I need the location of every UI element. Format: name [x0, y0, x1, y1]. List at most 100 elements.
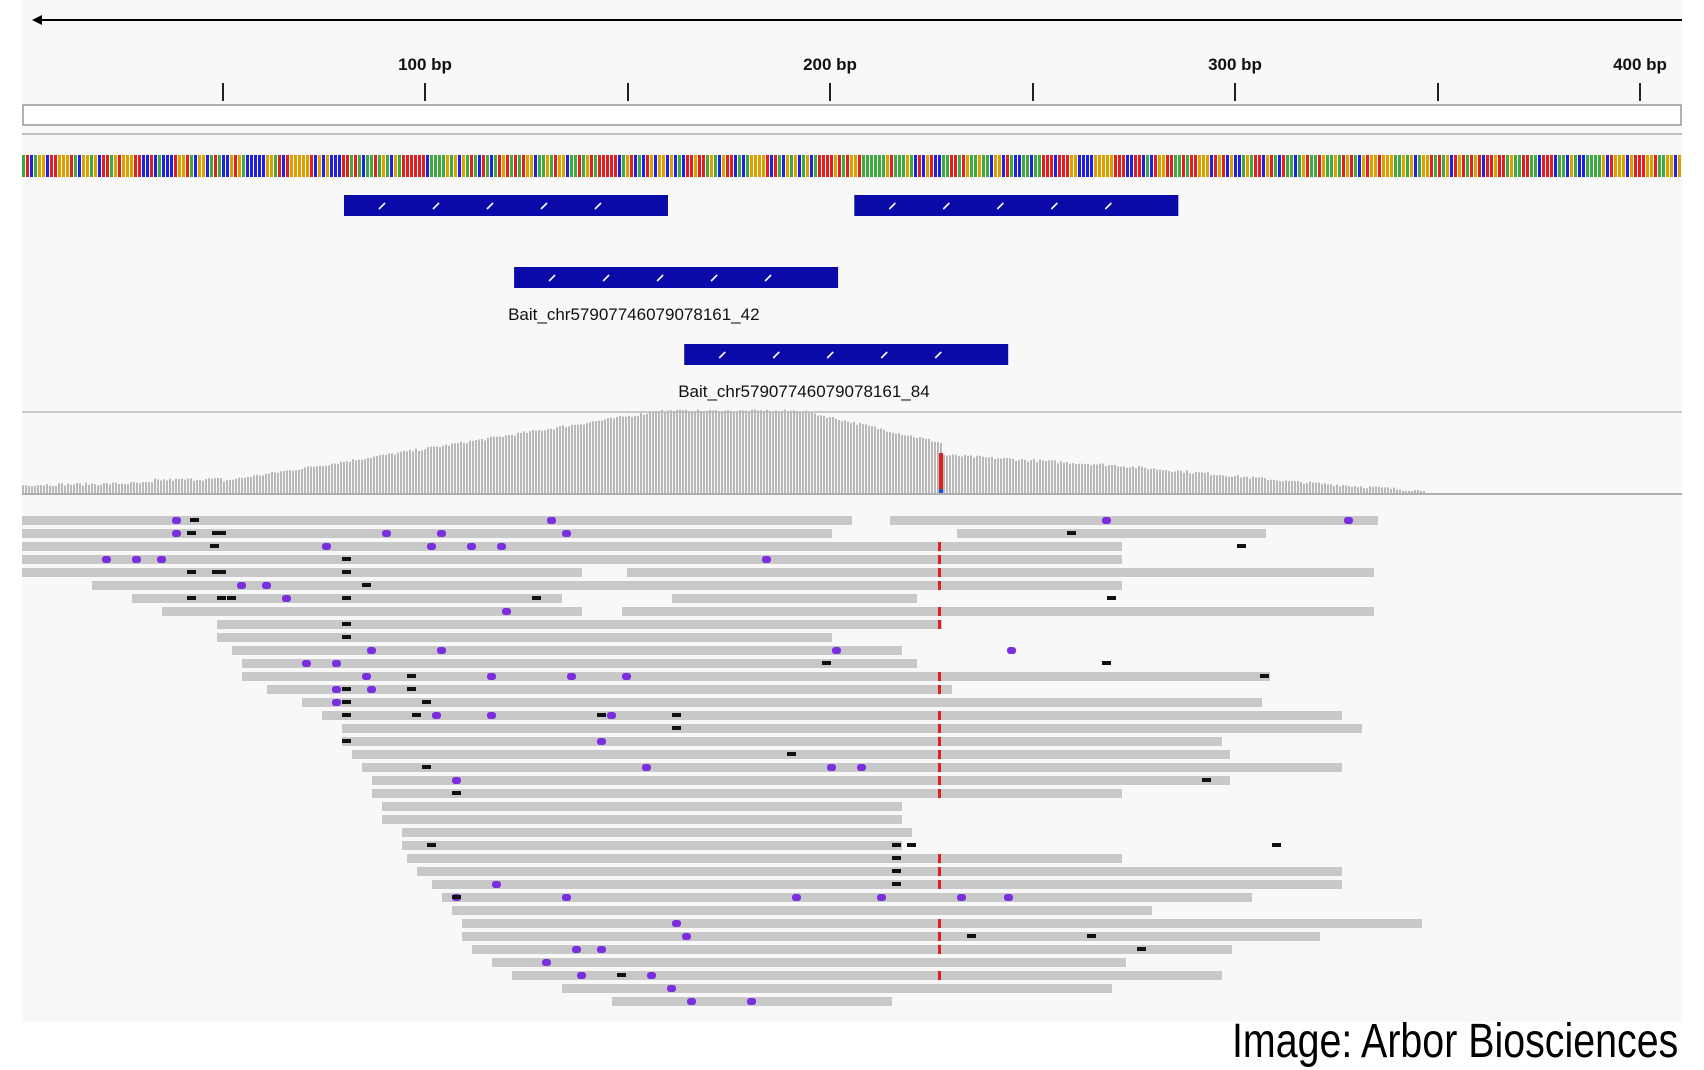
bait-feature-track[interactable] [344, 195, 1179, 365]
sequence-base [754, 155, 757, 177]
coverage-track[interactable] [22, 409, 1682, 495]
sequence-base [854, 155, 857, 177]
coverage-bar [148, 482, 150, 493]
coverage-bar [1279, 481, 1281, 493]
bait-feature[interactable] [514, 267, 839, 288]
coverage-bar [724, 410, 726, 493]
bait-feature[interactable] [854, 195, 1179, 216]
sequence-base [954, 155, 957, 177]
mismatch-base [792, 894, 801, 901]
coverage-bar [1405, 490, 1407, 493]
coverage-bar [529, 431, 531, 493]
coverage-bar [1318, 482, 1320, 493]
sequence-base [1418, 155, 1421, 177]
variant-mismatch [938, 568, 941, 577]
sequence-base [782, 155, 785, 177]
browser-canvas[interactable] [22, 0, 1682, 1022]
sequence-base [594, 155, 597, 177]
mismatch-base [1004, 894, 1013, 901]
coverage-bar [1249, 478, 1251, 493]
sequence-base [142, 155, 145, 177]
coverage-bar [787, 411, 789, 493]
coverage-bar [340, 461, 342, 493]
aligned-read [132, 594, 917, 603]
coverage-bar [1174, 471, 1176, 493]
ruler-tick-label: 200 bp [803, 55, 857, 74]
variant-mismatch [938, 932, 941, 941]
coverage-bar [1177, 470, 1179, 493]
coverage-bar [553, 429, 555, 493]
insertion-marker [342, 622, 351, 626]
coverage-bar [1243, 476, 1245, 493]
coverage-bar [412, 451, 414, 493]
sequence-base [1274, 155, 1277, 177]
alignment-track[interactable] [22, 516, 1422, 1006]
coverage-bar [1291, 481, 1293, 493]
coverage-bar [466, 443, 468, 493]
coverage-bar [802, 411, 804, 493]
coverage-bar [157, 479, 159, 493]
variant-mismatch [938, 880, 941, 889]
insertion-marker [1102, 661, 1111, 665]
aligned-read [242, 659, 917, 668]
sequence-base [550, 155, 553, 177]
coverage-bar [1282, 481, 1284, 493]
sequence-base [210, 155, 213, 177]
coverage-bar [586, 423, 588, 493]
sequence-base [430, 155, 433, 177]
sequence-base [1586, 155, 1589, 177]
sequence-base [102, 155, 105, 177]
coverage-bar [763, 412, 765, 493]
bait-feature[interactable] [344, 195, 668, 216]
coverage-bar [1198, 472, 1200, 493]
coverage-bar [853, 421, 855, 493]
coverage-bar [1057, 463, 1059, 493]
mismatch-base [172, 530, 181, 537]
coverage-bar [235, 478, 237, 493]
sequence-base [394, 155, 397, 177]
coverage-bar [799, 411, 801, 493]
sequence-base [1454, 155, 1457, 177]
sequence-base [1054, 155, 1057, 177]
coverage-bar [571, 424, 573, 493]
sequence-base [806, 155, 809, 177]
sequence-base [642, 155, 645, 177]
sequence-base [1426, 155, 1429, 177]
coverage-bar [628, 415, 630, 493]
aligned-read [372, 776, 1230, 785]
strand-arrow-icon [888, 202, 896, 210]
insertion-marker [217, 570, 226, 574]
coverage-bar [163, 479, 165, 493]
sequence-base [950, 155, 953, 177]
coverage-bar [64, 485, 66, 493]
sequence-base [218, 155, 221, 177]
sequence-base [246, 155, 249, 177]
sequence-base [1558, 155, 1561, 177]
sequence-base [690, 155, 693, 177]
aligned-read [162, 607, 1374, 616]
coverage-bar [415, 448, 417, 493]
coverage-bar [838, 420, 840, 493]
sequence-base [230, 155, 233, 177]
aligned-read [342, 724, 1362, 733]
sequence-base [566, 155, 569, 177]
mismatch-base [487, 673, 496, 680]
sequence-base [198, 155, 201, 177]
sequence-base [1490, 155, 1493, 177]
coverage-bar [421, 450, 423, 493]
coverage-bar [1414, 490, 1416, 493]
coverage-bar [394, 454, 396, 493]
coverage-bar [217, 477, 219, 493]
coverage-bar [463, 443, 465, 493]
genome-browser-viewer[interactable]: 100 bp 200 bp 300 bp 400 bp Bait_chr5790774… [22, 0, 1682, 1022]
coverage-bar [691, 411, 693, 493]
coverage-bar [1342, 485, 1344, 493]
bait-feature[interactable] [684, 344, 1009, 365]
sequence-base [1506, 155, 1509, 177]
mismatch-base [877, 894, 886, 901]
mismatch-base [597, 738, 606, 745]
strand-arrow-icon [996, 202, 1004, 210]
mismatch-base [497, 543, 506, 550]
coverage-bar [73, 484, 75, 493]
coverage-bar [1234, 476, 1236, 493]
